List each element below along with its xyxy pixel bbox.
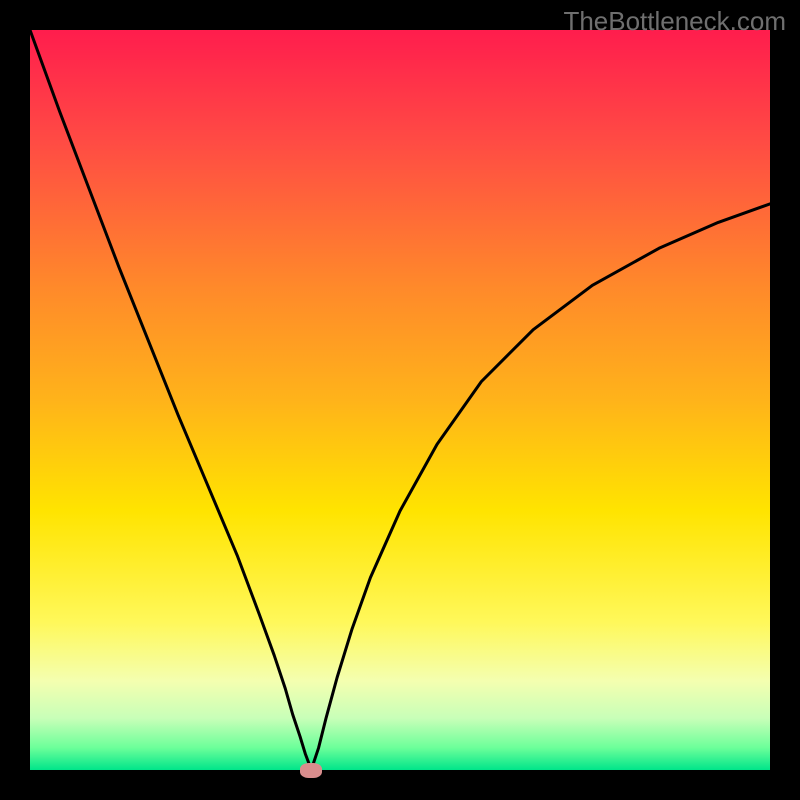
watermark-text: TheBottleneck.com [563,6,786,37]
plot-area [30,30,770,770]
chart-container: { "canvas": { "width": 800, "height": 80… [0,0,800,800]
bottleneck-curve [30,30,770,770]
optimal-marker [300,763,322,778]
